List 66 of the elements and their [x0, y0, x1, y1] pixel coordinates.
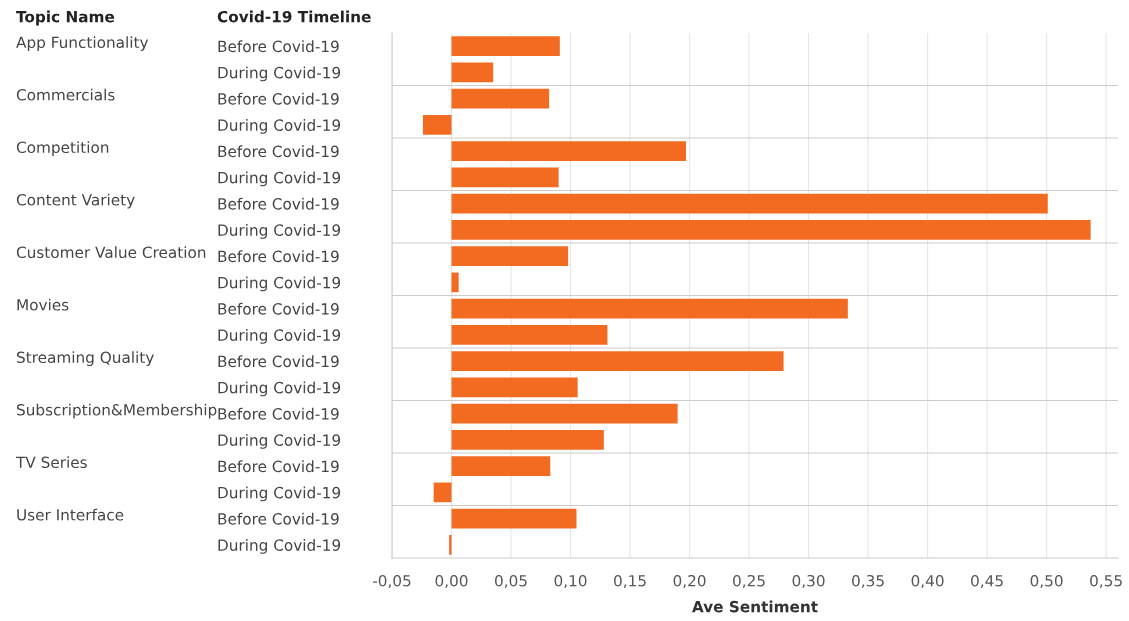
y-tick-label: Before Covid-19: [218, 40, 339, 53]
bar: [451, 298, 848, 319]
y-tick-label: Before Covid-19: [218, 302, 339, 315]
y-tick-label: During Covid-19: [218, 66, 341, 82]
y-tick-label: During Covid-19: [218, 224, 341, 239]
bar: [451, 351, 784, 371]
text: Commercials: [16, 88, 115, 101]
x-tick-label: 0,25: [733, 574, 765, 589]
x-tick-label: 0,40: [911, 574, 944, 589]
x-tick-label: -0,05: [372, 574, 411, 589]
text: User Interface: [17, 508, 124, 521]
bar: [451, 193, 1048, 214]
bar: [451, 36, 560, 56]
y-tick-label: During Covid-19: [218, 486, 341, 502]
y-tick-label: Before Covid-19: [218, 355, 339, 368]
text: Topic Name: [16, 10, 115, 26]
bar: [451, 403, 678, 424]
y-tick-label: Before Covid-19: [218, 145, 339, 158]
x-tick-label: 0,15: [614, 574, 646, 589]
x-tick-label: 0,20: [673, 574, 706, 589]
x-tick-label: 0,05: [495, 574, 527, 589]
x-tick-label: 0,00: [435, 574, 468, 589]
x-axis-title: Ave Sentiment: [692, 600, 818, 613]
bar: [433, 482, 452, 503]
bar: [451, 508, 577, 529]
y-tick-label: Before Covid-19: [218, 407, 339, 420]
y-tick-label: During Covid-19: [218, 381, 341, 397]
y-tick-label: Before Covid-19: [218, 250, 339, 263]
y-tick-label: Before Covid-19: [218, 512, 339, 525]
y-tick-label: During Covid-19: [218, 119, 341, 134]
text: Customer Value Creation: [16, 246, 206, 259]
text: Streaming Quality: [17, 351, 154, 367]
text: App Functionality: [16, 36, 149, 52]
bar: [451, 167, 559, 188]
bar: [451, 220, 1091, 240]
y-tick-label: Before Covid-19: [218, 460, 339, 473]
x-tick-label: 0,50: [1030, 574, 1063, 589]
x-tick-label: 0,55: [1090, 574, 1122, 589]
bar: [451, 141, 686, 161]
bar: [451, 377, 578, 398]
bar: [422, 115, 452, 135]
text: Movies: [17, 298, 69, 311]
bar: [451, 272, 459, 293]
y-tick-label: During Covid-19: [218, 539, 341, 554]
bar: [451, 456, 551, 476]
bar: [451, 430, 604, 450]
text: Content Variety: [16, 193, 135, 209]
y-tick-label: During Covid-19: [218, 434, 341, 449]
y-tick-label: Before Covid-19: [218, 92, 339, 105]
bar: [449, 535, 452, 555]
x-tick-label: 0,35: [852, 574, 884, 589]
text: Covid-19 Timeline: [217, 10, 371, 23]
y-tick-label: During Covid-19: [218, 276, 341, 292]
x-tick-label: 0,10: [554, 574, 587, 589]
bar: [451, 325, 608, 345]
bar: [451, 246, 569, 266]
x-tick-label: 0,45: [971, 574, 1003, 589]
text: Competition: [16, 141, 109, 157]
y-tick-label: During Covid-19: [218, 171, 341, 187]
bar: [451, 62, 494, 83]
x-tick-label: 0,30: [792, 574, 825, 589]
y-tick-label: During Covid-19: [218, 329, 341, 344]
text: TV Series: [15, 456, 87, 469]
text: Subscription&Membership: [17, 403, 217, 419]
y-tick-label: Before Covid-19: [218, 197, 339, 210]
bar: [451, 88, 550, 109]
